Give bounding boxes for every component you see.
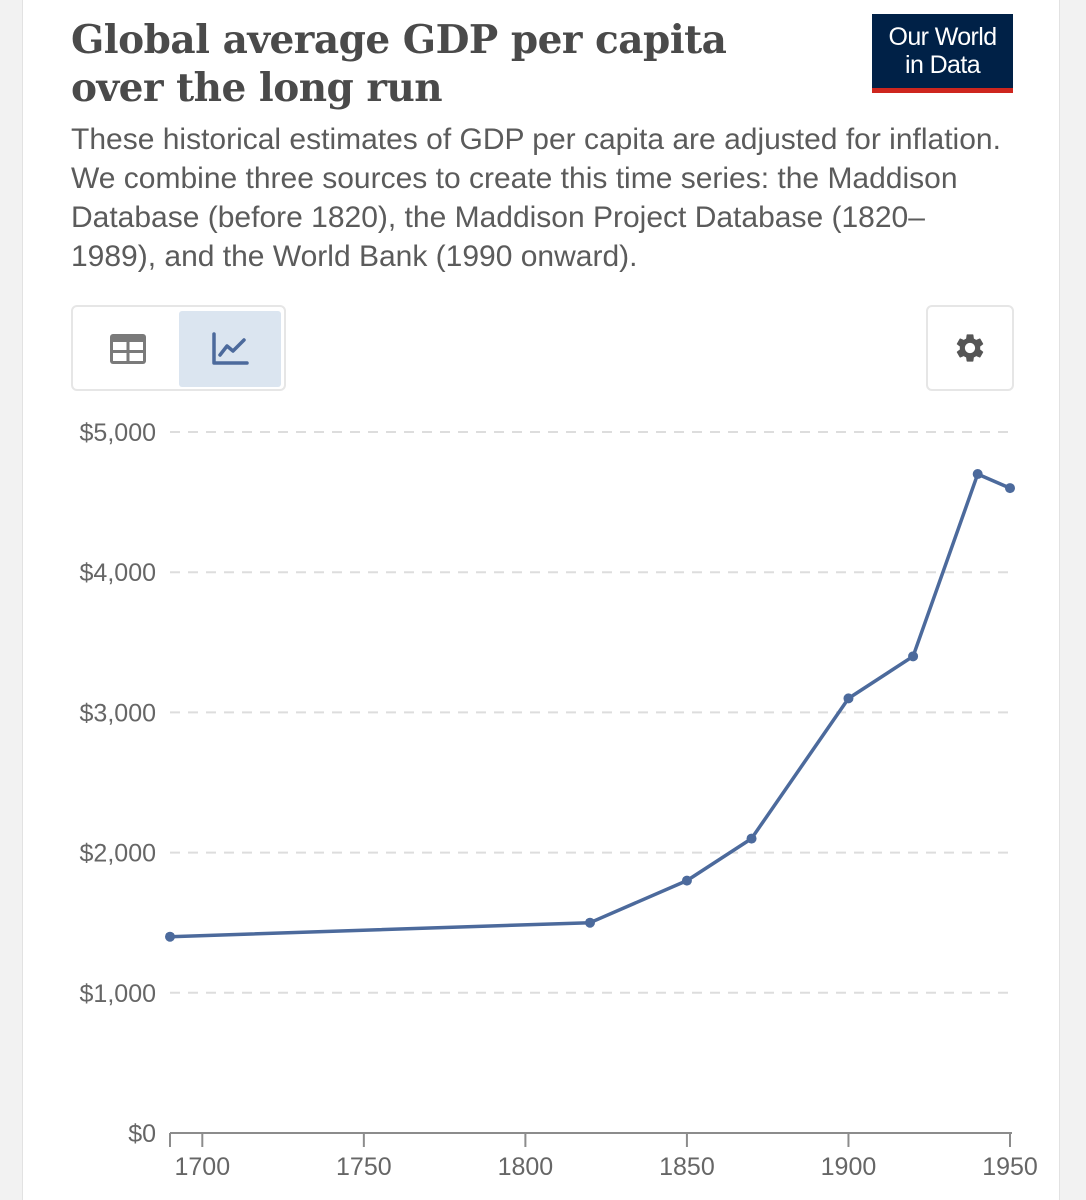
table-icon: [110, 334, 146, 364]
grid-lines: [170, 431, 1014, 994]
series-line[interactable]: [168, 472, 1012, 939]
data-point[interactable]: [843, 693, 854, 704]
gear-icon: [956, 334, 984, 362]
data-point[interactable]: [746, 833, 757, 844]
line-chart-icon: [212, 332, 249, 365]
x-tick-label: 1750: [336, 1153, 392, 1181]
y-tick-label: $4,000: [80, 559, 156, 587]
logo-line-1: Our World: [888, 23, 997, 51]
chart-subtitle: These historical estimates of GDP per ca…: [71, 123, 1001, 273]
x-tick-label: 1800: [498, 1153, 554, 1181]
data-point[interactable]: [908, 651, 919, 662]
tab-table[interactable]: [77, 311, 179, 387]
axes: $0 $1,000 $2,000 $3,000 $4,000 $5,000 1700 1750…: [80, 419, 1038, 1181]
y-tick-label: $2,000: [80, 840, 156, 868]
chart-title: Global average GDP per capita over the l…: [71, 17, 727, 111]
x-tick-label: 1850: [659, 1153, 715, 1181]
x-tick-label: 1900: [821, 1153, 877, 1181]
data-point[interactable]: [1005, 483, 1015, 494]
chart-card: Global average GDP per capita over the l…: [22, 0, 1060, 1200]
logo-line-2: in Data: [904, 51, 981, 79]
y-tick-label: $0: [128, 1120, 156, 1148]
y-tick-label: $5,000: [80, 419, 156, 447]
y-tick-label: $3,000: [80, 699, 156, 727]
settings-button[interactable]: [926, 305, 1014, 391]
tab-chart[interactable]: [179, 311, 281, 387]
data-point[interactable]: [972, 469, 983, 480]
x-tick-label: 1700: [174, 1153, 230, 1181]
y-tick-label: $1,000: [80, 980, 156, 1008]
series-layer: [165, 469, 1015, 942]
data-point[interactable]: [681, 875, 692, 886]
owid-logo[interactable]: Our World in Data: [872, 14, 1013, 93]
data-point[interactable]: [585, 917, 595, 928]
data-point[interactable]: [165, 931, 175, 942]
x-tick-label: 1950: [982, 1153, 1038, 1181]
view-toggle: [71, 305, 286, 391]
